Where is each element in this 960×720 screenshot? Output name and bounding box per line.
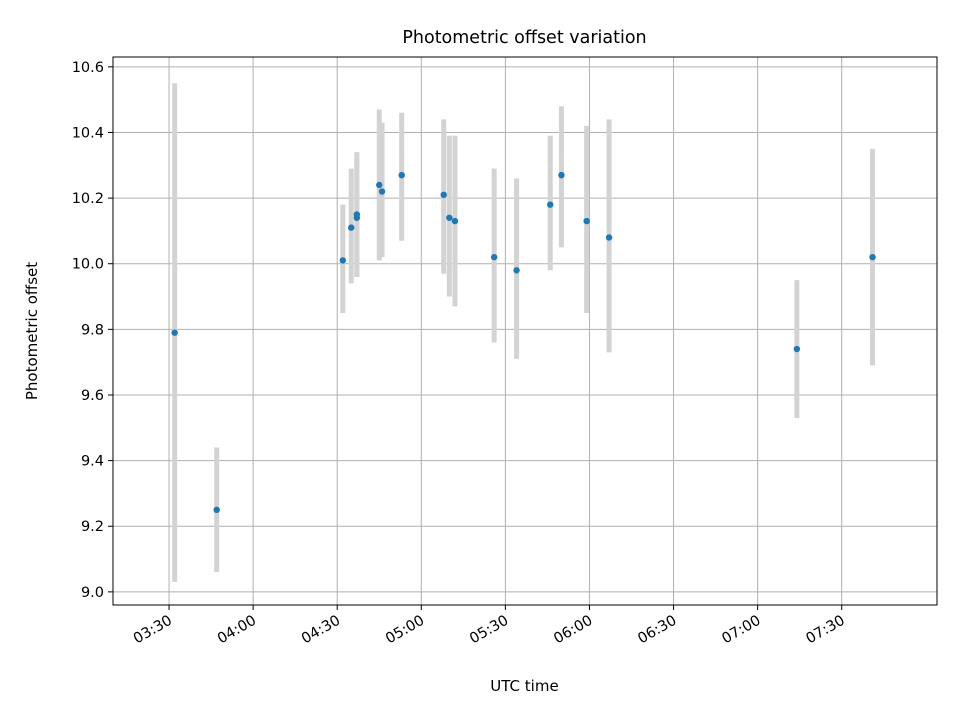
x-axis-label: UTC time xyxy=(490,677,558,695)
y-tick-label: 9.2 xyxy=(81,519,104,535)
data-point xyxy=(605,234,613,241)
data-point xyxy=(490,253,498,261)
y-axis-ticks: 9.0 9.2 9.4 9.6 9.8 10.0 10.2 10.4 10.6 xyxy=(72,60,113,601)
data-point xyxy=(869,253,876,261)
y-tick-label: 10.4 xyxy=(72,125,104,141)
data-point xyxy=(451,217,459,225)
data-point xyxy=(353,211,361,218)
y-tick-label: 9.4 xyxy=(81,454,104,470)
data-point xyxy=(440,191,447,199)
y-tick-label: 10.2 xyxy=(72,191,104,207)
data-point xyxy=(547,201,554,208)
data-point xyxy=(171,329,178,336)
data-point xyxy=(558,171,565,179)
data-point xyxy=(339,257,347,264)
data-point xyxy=(213,506,220,514)
y-tick-label: 10.6 xyxy=(72,60,104,76)
chart-title: Photometric offset variation xyxy=(402,28,646,48)
plot-frame xyxy=(112,56,938,606)
data-point xyxy=(348,224,355,231)
y-tick-label: 9.0 xyxy=(81,585,104,601)
data-point xyxy=(378,188,386,195)
grid-lines xyxy=(113,57,937,605)
y-axis-label: Photometric offset xyxy=(23,262,41,400)
data-point xyxy=(793,345,801,353)
data-point xyxy=(376,181,383,189)
data-point xyxy=(398,171,405,179)
data-point xyxy=(583,217,590,225)
y-tick-label: 9.8 xyxy=(81,322,104,338)
y-tick-label: 9.6 xyxy=(81,388,104,404)
data-point xyxy=(446,214,453,221)
y-tick-label: 10.0 xyxy=(72,257,104,273)
data-points xyxy=(171,171,876,514)
data-point xyxy=(513,267,520,274)
